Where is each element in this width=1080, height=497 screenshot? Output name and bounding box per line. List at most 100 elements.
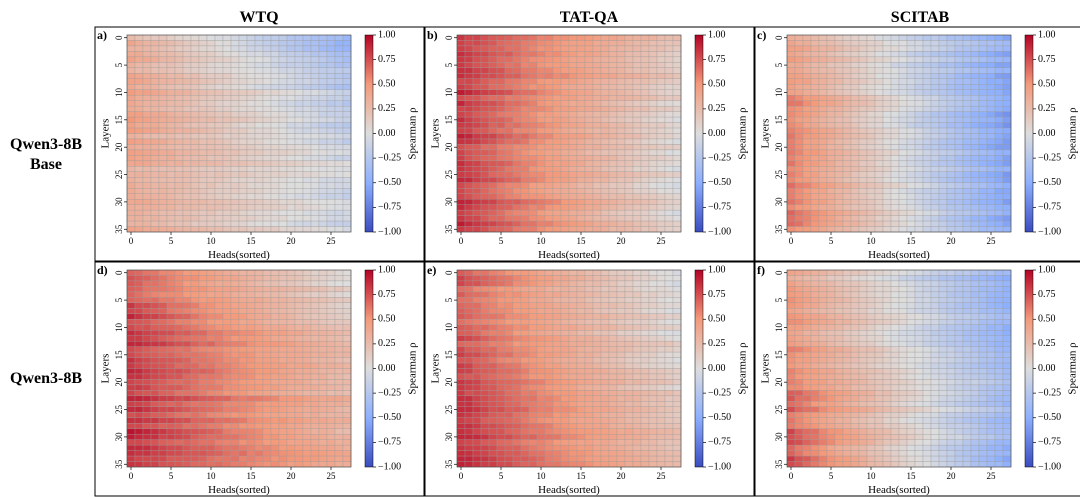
heatmap-cell [640,171,650,178]
heatmap-cell [488,340,498,347]
heatmap-cell [464,340,474,347]
heatmap-cell [182,133,192,140]
heatmap-cell [158,368,168,375]
heatmap-cell [134,423,144,429]
heatmap-cell [126,62,136,69]
heatmap-cell [206,406,216,413]
heatmap-cell [962,111,972,118]
heatmap-cell [616,95,626,101]
heatmap-cell [326,340,336,347]
heatmap-cell [802,226,812,233]
heatmap-cell [632,171,642,178]
heatmap-cell [914,116,924,123]
heatmap-cell [672,166,682,173]
heatmap-cell [182,302,192,309]
heatmap-cell [472,160,482,167]
heatmap-cell [456,215,466,222]
heatmap-cell [464,269,474,276]
heatmap-cell [616,297,626,304]
heatmap-cell [496,384,506,391]
heatmap-cell [656,138,666,145]
heatmap-cell [150,215,160,222]
heatmap-cell [206,461,216,468]
heatmap-cell [182,182,192,189]
heatmap-cell [576,308,586,315]
heatmap-cell [190,166,200,173]
heatmap-cell [190,450,200,457]
heatmap-cell [986,133,996,140]
heatmap-cell [874,127,884,134]
heatmap-cell [874,188,884,194]
heatmap-cell [954,226,964,233]
heatmap-cell [874,133,884,140]
heatmap-cell [464,95,474,101]
heatmap-cell [842,34,852,41]
heatmap-cell [826,193,836,200]
heatmap-cell [496,155,506,162]
heatmap-cell [786,177,796,183]
heatmap-cell [544,144,554,151]
heatmap-cell [890,171,900,178]
heatmap-cell [262,116,272,123]
heatmap-cell [318,362,328,369]
heatmap-cell [794,111,804,118]
heatmap-cell [214,313,224,320]
heatmap-cell [190,100,200,107]
heatmap-cell [946,182,956,189]
heatmap-cell [970,100,980,107]
heatmap-cell [286,160,296,167]
heatmap-cell [342,423,352,429]
heatmap-cell [318,193,328,200]
heatmap-cell [648,34,658,41]
heatmap-cell [270,319,280,325]
heatmap-cell [624,395,634,402]
heatmap-cell [286,155,296,162]
heatmap-cell [214,122,224,129]
heatmap-cell [318,450,328,457]
heatmap-cell [512,297,522,304]
heatmap-cell [334,444,344,451]
heatmap-cell [294,51,304,58]
heatmap-cell [142,269,152,276]
heatmap-cell [134,335,144,342]
heatmap-cell [656,286,666,293]
heatmap-cell [464,73,474,80]
heatmap-cell [334,34,344,41]
heatmap-cell [818,160,828,167]
heatmap-cell [672,379,682,386]
heatmap-cell [826,215,836,222]
heatmap-cell [286,450,296,457]
heatmap-cell [302,368,312,375]
heatmap-cell [954,56,964,63]
heatmap-cell [480,275,490,282]
heatmap-cell [480,346,490,353]
heatmap-cell [576,182,586,189]
heatmap-cell [142,133,152,140]
heatmap-cell [126,308,136,315]
heatmap-cell [150,313,160,320]
heatmap-cell [584,160,594,167]
heatmap-cell [922,56,932,63]
heatmap-cell [528,362,538,369]
heatmap-cell [496,226,506,233]
heatmap-cell [174,269,184,276]
heatmap-cell [954,73,964,80]
heatmap-cell [214,182,224,189]
heatmap-cell [810,182,820,189]
heatmap-cell [318,105,328,112]
heatmap-cell [528,324,538,331]
y-tick-label: 25 [444,170,454,180]
heatmap-cell [126,220,136,227]
heatmap-cell [278,362,288,369]
heatmap-cell [134,84,144,90]
heatmap-cell [254,45,264,52]
heatmap-cell [198,302,208,309]
heatmap-cell [640,395,650,402]
heatmap-cell [608,198,618,205]
heatmap-cell [310,450,320,457]
heatmap-cell [472,313,482,320]
heatmap-cell [656,346,666,353]
heatmap-cell [858,193,868,200]
heatmap-cell [214,384,224,391]
heatmap-cell [182,308,192,315]
